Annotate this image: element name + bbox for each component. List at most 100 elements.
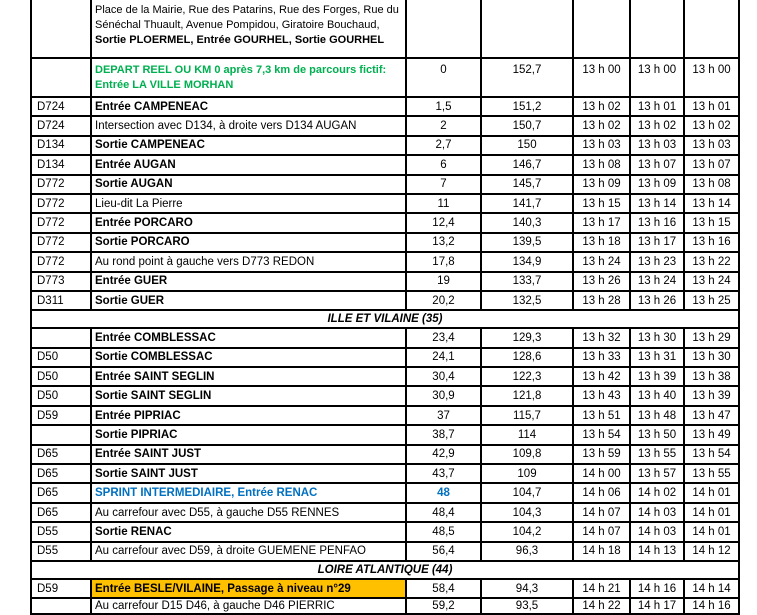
time-1-cell: 13 h 02 bbox=[572, 115, 631, 137]
km-cell: 42,9 bbox=[405, 443, 482, 466]
time-3-cell bbox=[683, 0, 740, 59]
time-1-cell: 13 h 18 bbox=[572, 231, 631, 254]
time-3-cell: 14 h 01 bbox=[683, 482, 740, 504]
description-cell: Entrée SAINT JUST bbox=[90, 443, 407, 466]
road-cell: D50 bbox=[30, 346, 92, 369]
time-2-cell: 14 h 02 bbox=[629, 482, 685, 504]
time-3-cell: 14 h 14 bbox=[683, 577, 740, 600]
section-row: ILLE ET VILAINE (35) bbox=[30, 309, 740, 330]
km-cell: 11 bbox=[405, 192, 482, 215]
time-1-cell: 13 h 54 bbox=[572, 424, 631, 446]
time-3-cell: 14 h 16 bbox=[683, 597, 740, 615]
description-segment: Sortie AUGAN bbox=[95, 178, 173, 191]
description-text: Sortie AUGAN bbox=[95, 177, 402, 191]
time-1-cell: 13 h 51 bbox=[572, 404, 631, 427]
remaining-km-cell: 134,9 bbox=[480, 251, 574, 273]
time-1-cell: 14 h 22 bbox=[572, 597, 631, 615]
km-cell: 48,5 bbox=[405, 521, 482, 543]
time-3-cell: 13 h 01 bbox=[683, 95, 740, 118]
route-row: D772 Sortie PORCARO 13,2 139,5 13 h 18 13 h 1… bbox=[30, 231, 740, 254]
description-cell: Entrée BESLE/VILAINE, Passage à niveau n… bbox=[90, 577, 407, 600]
road-cell bbox=[30, 424, 92, 446]
description-cell: Sortie CAMPENEAC bbox=[90, 134, 407, 157]
time-2-cell: 13 h 00 bbox=[629, 57, 685, 98]
road-cell: D59 bbox=[30, 577, 92, 600]
section-label: LOIRE ATLANTIQUE (44) bbox=[30, 559, 740, 580]
description-segment: Sortie CAMPENEAC bbox=[95, 139, 205, 152]
route-row: D55 Sortie RENAC 48,5 104,2 14 h 07 14 h 03 14… bbox=[30, 521, 740, 543]
section-row: LOIRE ATLANTIQUE (44) bbox=[30, 559, 740, 580]
route-row: D772 Sortie AUGAN 7 145,7 13 h 09 13 h 09 13 h… bbox=[30, 173, 740, 195]
description-cell: Sortie GUER bbox=[90, 289, 407, 312]
remaining-km-cell: 140,3 bbox=[480, 212, 574, 234]
description-segment: Au rond point à gauche vers D773 REDON bbox=[95, 255, 315, 268]
remaining-km-cell: 115,7 bbox=[480, 404, 574, 427]
time-3-cell: 14 h 12 bbox=[683, 540, 740, 563]
time-1-cell: 13 h 02 bbox=[572, 95, 631, 118]
description-segment: Sortie PLOERMEL, Entrée GOURHEL, Sortie … bbox=[95, 34, 385, 46]
description-segment: Place de la Mairie, Rue des Patarins, Ru… bbox=[95, 4, 399, 31]
km-cell: 48,4 bbox=[405, 501, 482, 524]
time-1-cell: 13 h 32 bbox=[572, 327, 631, 349]
description-segment: Sortie SAINT JUST bbox=[95, 467, 198, 480]
remaining-km-cell bbox=[480, 0, 574, 59]
remaining-km-cell: 132,5 bbox=[480, 289, 574, 312]
time-1-cell: 13 h 15 bbox=[572, 192, 631, 215]
description-cell: Sortie AUGAN bbox=[90, 173, 407, 195]
roadbook-page: Place de la Mairie, Rue des Patarins, Ru… bbox=[30, 0, 740, 615]
route-row: D134 Sortie CAMPENEAC 2,7 150 13 h 03 13 h 03… bbox=[30, 134, 740, 157]
description-text: Entrée BESLE/VILAINE, Passage à niveau n… bbox=[95, 582, 402, 596]
time-3-cell: 13 h 39 bbox=[683, 385, 740, 407]
description-segment: Au carrefour D15 D46, à gauche D46 PIERR… bbox=[95, 600, 335, 613]
road-cell: D134 bbox=[30, 154, 92, 176]
time-2-cell: 13 h 40 bbox=[629, 385, 685, 407]
route-row: D65 Au carrefour avec D55, à gauche D55 R… bbox=[30, 501, 740, 524]
km-cell: 37 bbox=[405, 404, 482, 427]
km-cell: 12,4 bbox=[405, 212, 482, 234]
description-text: Intersection avec D134, à droite vers D1… bbox=[95, 119, 402, 133]
remaining-km-cell: 139,5 bbox=[480, 231, 574, 254]
time-1-cell: 13 h 42 bbox=[572, 366, 631, 388]
route-row: D724 Intersection avec D134, à droite ver… bbox=[30, 115, 740, 137]
remaining-km-cell: 109,8 bbox=[480, 443, 574, 466]
description-cell: Entrée AUGAN bbox=[90, 154, 407, 176]
description-segment: Entrée PORCARO bbox=[95, 217, 193, 230]
time-1-cell: 14 h 21 bbox=[572, 577, 631, 600]
road-cell bbox=[30, 57, 92, 98]
remaining-km-cell: 133,7 bbox=[480, 270, 574, 292]
time-3-cell: 13 h 30 bbox=[683, 346, 740, 369]
time-2-cell: 14 h 13 bbox=[629, 540, 685, 563]
route-row: D134 Entrée AUGAN 6 146,7 13 h 08 13 h 07 13 h… bbox=[30, 154, 740, 176]
remaining-km-cell: 146,7 bbox=[480, 154, 574, 176]
time-3-cell: 13 h 38 bbox=[683, 366, 740, 388]
time-2-cell: 13 h 26 bbox=[629, 289, 685, 312]
time-2-cell: 13 h 31 bbox=[629, 346, 685, 369]
description-cell: Sortie SAINT SEGLIN bbox=[90, 385, 407, 407]
km-cell: 6 bbox=[405, 154, 482, 176]
road-cell: D772 bbox=[30, 231, 92, 254]
time-2-cell: 13 h 02 bbox=[629, 115, 685, 137]
road-cell: D59 bbox=[30, 404, 92, 427]
description-cell: Au carrefour avec D55, à gauche D55 RENN… bbox=[90, 501, 407, 524]
description-text: Sortie SAINT SEGLIN bbox=[95, 389, 402, 403]
road-cell: D724 bbox=[30, 115, 92, 137]
time-2-cell: 13 h 39 bbox=[629, 366, 685, 388]
time-3-cell: 13 h 24 bbox=[683, 270, 740, 292]
description-segment: Entrée AUGAN bbox=[95, 158, 176, 171]
route-row: Sortie PIPRIAC 38,7 114 13 h 54 13 h 50 13 h … bbox=[30, 424, 740, 446]
km-cell: 58,4 bbox=[405, 577, 482, 600]
description-text: Sortie GUER bbox=[95, 294, 402, 308]
km-cell: 2,7 bbox=[405, 134, 482, 157]
km-cell bbox=[405, 0, 482, 59]
time-3-cell: 13 h 55 bbox=[683, 463, 740, 485]
description-text: Entrée SAINT SEGLIN bbox=[95, 370, 402, 384]
description-segment: Sortie PIPRIAC bbox=[95, 428, 178, 441]
time-1-cell: 13 h 24 bbox=[572, 251, 631, 273]
road-cell: D134 bbox=[30, 134, 92, 157]
km-cell: 1,5 bbox=[405, 95, 482, 118]
km-cell: 19 bbox=[405, 270, 482, 292]
time-3-cell: 13 h 47 bbox=[683, 404, 740, 427]
time-1-cell: 13 h 33 bbox=[572, 346, 631, 369]
road-cell: D772 bbox=[30, 251, 92, 273]
description-cell: SPRINT INTERMEDIAIRE, Entrée RENAC bbox=[90, 482, 407, 504]
